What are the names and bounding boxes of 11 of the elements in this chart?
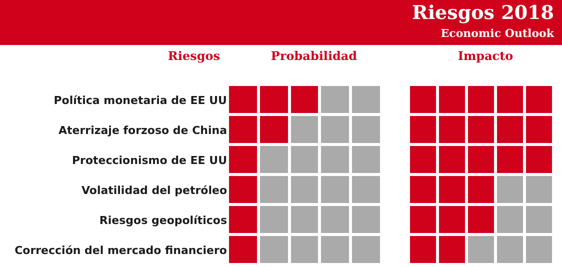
y-tick-label: Aterrizaje forzoso de China xyxy=(58,124,227,137)
chart-subtitle: Economic Outlook xyxy=(440,27,554,40)
y-tick-label: Política monetaria de EE UU xyxy=(54,94,227,107)
chart-title: Riesgos 2018 xyxy=(412,2,554,24)
y-tick-label: Corrección del mercado financiero xyxy=(14,244,228,257)
y-axis-title: Riesgos xyxy=(168,49,220,63)
y-tick-label: Volatilidad del petróleo xyxy=(81,184,228,197)
y-tick-label: Proteccionismo de EE UU xyxy=(72,154,227,167)
x-axis-title: Probabilidad xyxy=(270,49,358,63)
x-axis-title: Impacto xyxy=(456,49,514,63)
y-tick-label: Riesgos geopolíticos xyxy=(99,214,228,227)
